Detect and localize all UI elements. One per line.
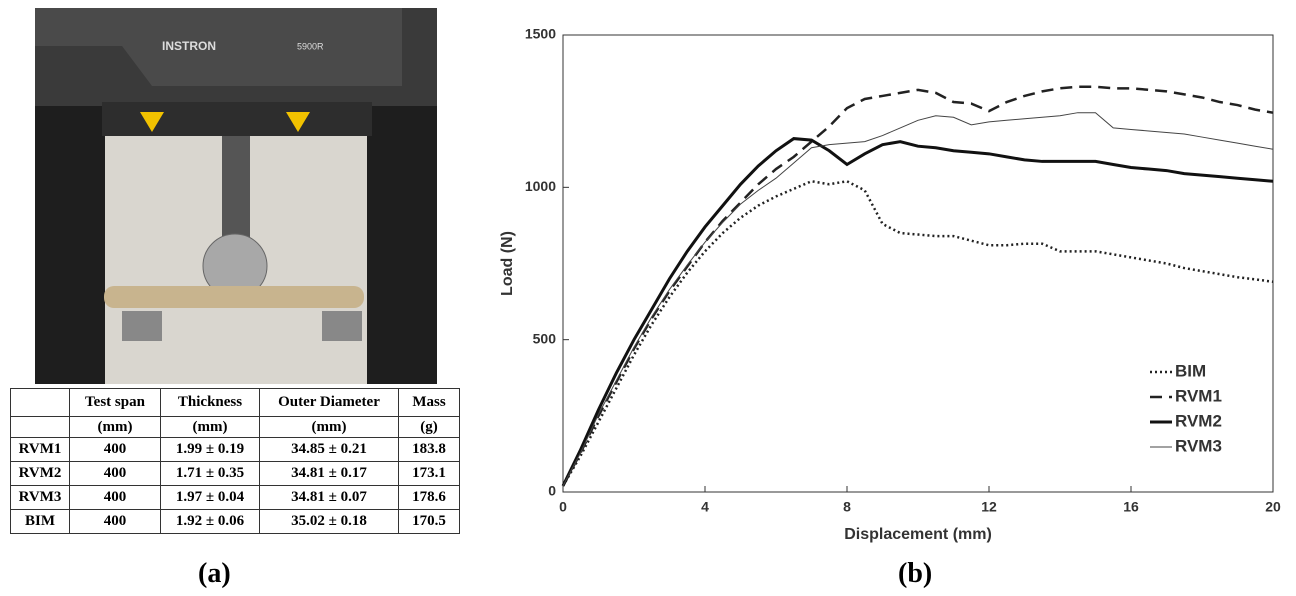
x-tick-label: 20 <box>1265 499 1281 515</box>
table-cell: Outer Diameter <box>259 388 399 417</box>
crosshead <box>35 8 402 86</box>
model: 5900R <box>297 41 324 51</box>
table-cell: (g) <box>398 416 460 438</box>
table-cell: 173.1 <box>398 461 460 486</box>
y-tick-label: 0 <box>548 483 556 499</box>
table-row: RVM1 400 1.99 ± 0.19 34.85 ± 0.21 183.8 <box>10 437 460 462</box>
table: Test span Thickness Outer Diameter Mass (mm)… <box>10 388 460 534</box>
specimen <box>104 286 364 308</box>
table-cell: 1.92 ± 0.06 <box>160 509 260 534</box>
table-cell: RVM3 <box>10 485 70 510</box>
table-cell: 34.85 ± 0.21 <box>259 437 399 462</box>
table-cell: RVM2 <box>10 461 70 486</box>
table-cell: Test span <box>69 388 161 417</box>
table-cell: Mass <box>398 388 460 417</box>
table-cell: RVM1 <box>10 437 70 462</box>
panel-label: (b) <box>898 558 933 589</box>
brand: INSTRON <box>162 39 216 53</box>
x-tick-label: 8 <box>843 499 851 515</box>
line <box>562 112 1274 487</box>
photo: INSTRON 5900R <box>35 8 437 384</box>
table-cell: 400 <box>69 509 161 534</box>
table-header-row: (mm) (mm) (mm) (g) <box>10 416 460 438</box>
table-cell: 183.8 <box>398 437 460 462</box>
table-cell: 1.97 ± 0.04 <box>160 485 260 510</box>
column-left <box>35 106 105 384</box>
legend-label: BIM <box>1175 361 1206 380</box>
warning <box>140 112 164 132</box>
y-axis-label: Load (N) <box>499 231 516 296</box>
table-cell: 34.81 ± 0.07 <box>259 485 399 510</box>
table-cell: (mm) <box>259 416 399 438</box>
table-cell: (mm) <box>160 416 260 438</box>
x-tick-label: 12 <box>981 499 997 515</box>
table-cell: 35.02 ± 0.18 <box>259 509 399 534</box>
table-row: RVM2 400 1.71 ± 0.35 34.81 ± 0.17 173.1 <box>10 461 460 486</box>
warning <box>286 112 310 132</box>
table-cell <box>10 416 70 438</box>
beam <box>102 102 372 136</box>
legend-label: RVM2 <box>1175 411 1222 430</box>
x-tick-label: 0 <box>559 499 567 515</box>
line <box>561 137 1274 487</box>
column-right <box>367 106 437 384</box>
table-cell: 170.5 <box>398 509 460 534</box>
table-row: RVM3 400 1.97 ± 0.04 34.81 ± 0.07 178.6 <box>10 485 460 510</box>
table-cell: 400 <box>69 485 161 510</box>
line <box>561 85 1274 487</box>
load-cell <box>222 136 250 246</box>
y-tick-label: 1000 <box>525 178 556 194</box>
table-header-row: Test span Thickness Outer Diameter Mass <box>10 388 460 417</box>
legend-label: RVM3 <box>1175 436 1222 455</box>
x-axis-label: Displacement (mm) <box>844 526 992 543</box>
legend-label: RVM1 <box>1175 386 1222 405</box>
table-cell: 400 <box>69 461 161 486</box>
panel-label: (a) <box>198 558 231 589</box>
table-cell: Thickness <box>160 388 260 417</box>
table-cell: 178.6 <box>398 485 460 510</box>
y-tick-label: 1500 <box>525 26 556 42</box>
support <box>122 311 162 341</box>
table-cell: 400 <box>69 437 161 462</box>
y-tick-label: 500 <box>533 330 557 346</box>
table-cell: 1.71 ± 0.35 <box>160 461 260 486</box>
x-tick-label: 4 <box>701 499 709 515</box>
line <box>561 179 1274 487</box>
table-cell: 34.81 ± 0.17 <box>259 461 399 486</box>
plot-frame <box>562 34 1274 493</box>
table-row: BIM 400 1.92 ± 0.06 35.02 ± 0.18 170.5 <box>10 509 460 534</box>
table-cell: BIM <box>10 509 70 534</box>
table-cell: 1.99 ± 0.19 <box>160 437 260 462</box>
support <box>322 311 362 341</box>
x-tick-label: 16 <box>1123 499 1139 515</box>
table-cell <box>10 388 70 417</box>
table-cell: (mm) <box>69 416 161 438</box>
